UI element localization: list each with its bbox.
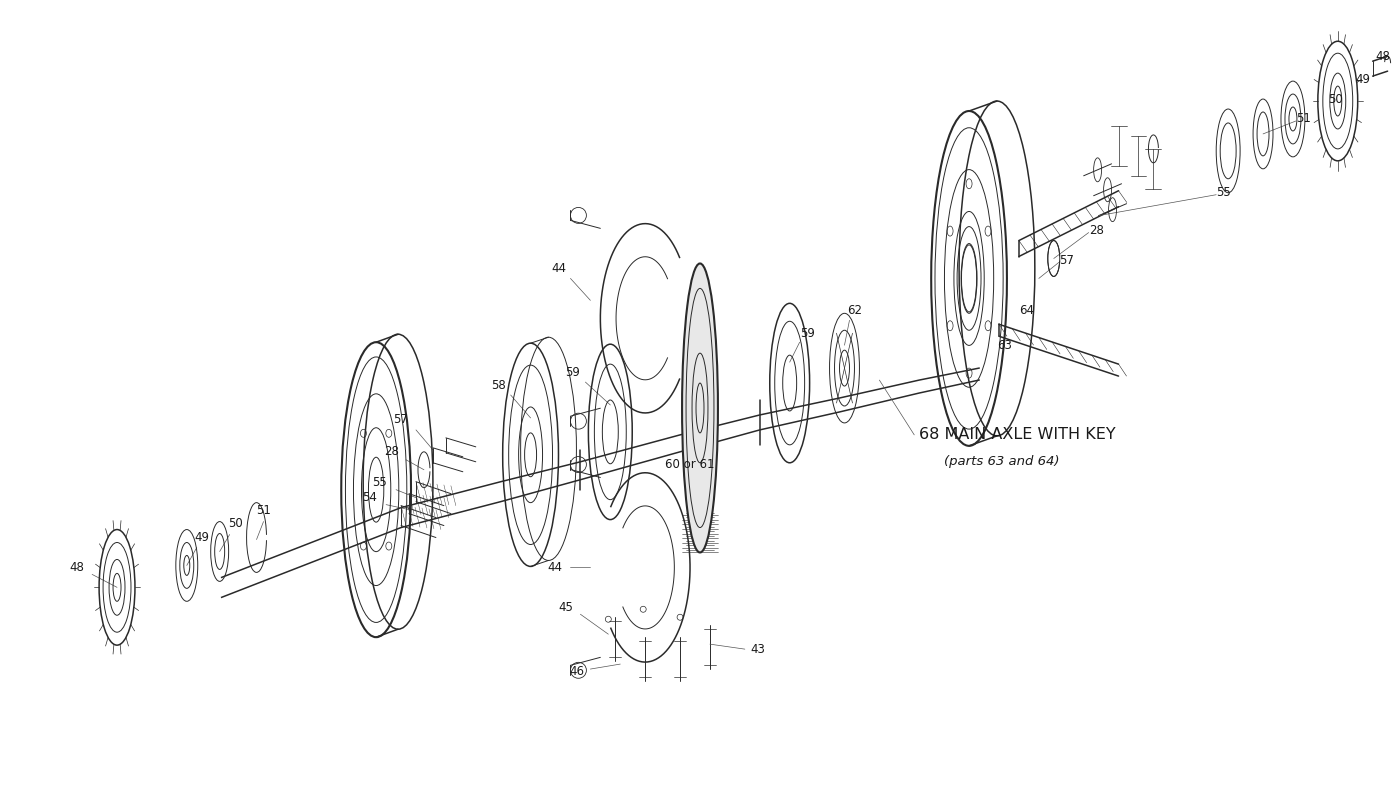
- Text: 48: 48: [70, 561, 84, 574]
- Text: 58: 58: [491, 378, 505, 391]
- Text: 55: 55: [372, 476, 386, 490]
- Text: 57: 57: [393, 414, 409, 426]
- Ellipse shape: [682, 263, 718, 553]
- Text: 43: 43: [750, 642, 766, 656]
- Text: 28: 28: [1089, 224, 1103, 237]
- Text: (parts 63 and 64): (parts 63 and 64): [944, 455, 1060, 468]
- Text: 60 or 61: 60 or 61: [665, 458, 715, 471]
- Text: 63: 63: [997, 338, 1012, 352]
- Text: 55: 55: [1217, 186, 1231, 199]
- Text: 68 MAIN AXLE WITH KEY: 68 MAIN AXLE WITH KEY: [920, 427, 1116, 442]
- Text: 28: 28: [384, 446, 399, 458]
- Text: 49: 49: [1355, 73, 1371, 86]
- Text: 51: 51: [256, 504, 272, 517]
- Text: 50: 50: [1327, 93, 1343, 106]
- Text: 46: 46: [568, 665, 584, 678]
- Text: 54: 54: [361, 491, 377, 504]
- Text: 50: 50: [228, 517, 244, 530]
- Text: 64: 64: [1019, 304, 1033, 317]
- Text: 59: 59: [566, 366, 580, 378]
- Text: 59: 59: [801, 326, 815, 340]
- Text: 45: 45: [559, 601, 573, 614]
- Text: 44: 44: [552, 262, 566, 275]
- Text: 44: 44: [547, 561, 561, 574]
- Text: 51: 51: [1296, 113, 1310, 126]
- Text: 49: 49: [195, 531, 209, 544]
- Text: 48: 48: [1376, 50, 1390, 62]
- Text: 57: 57: [1058, 254, 1074, 267]
- Text: 62: 62: [847, 304, 862, 317]
